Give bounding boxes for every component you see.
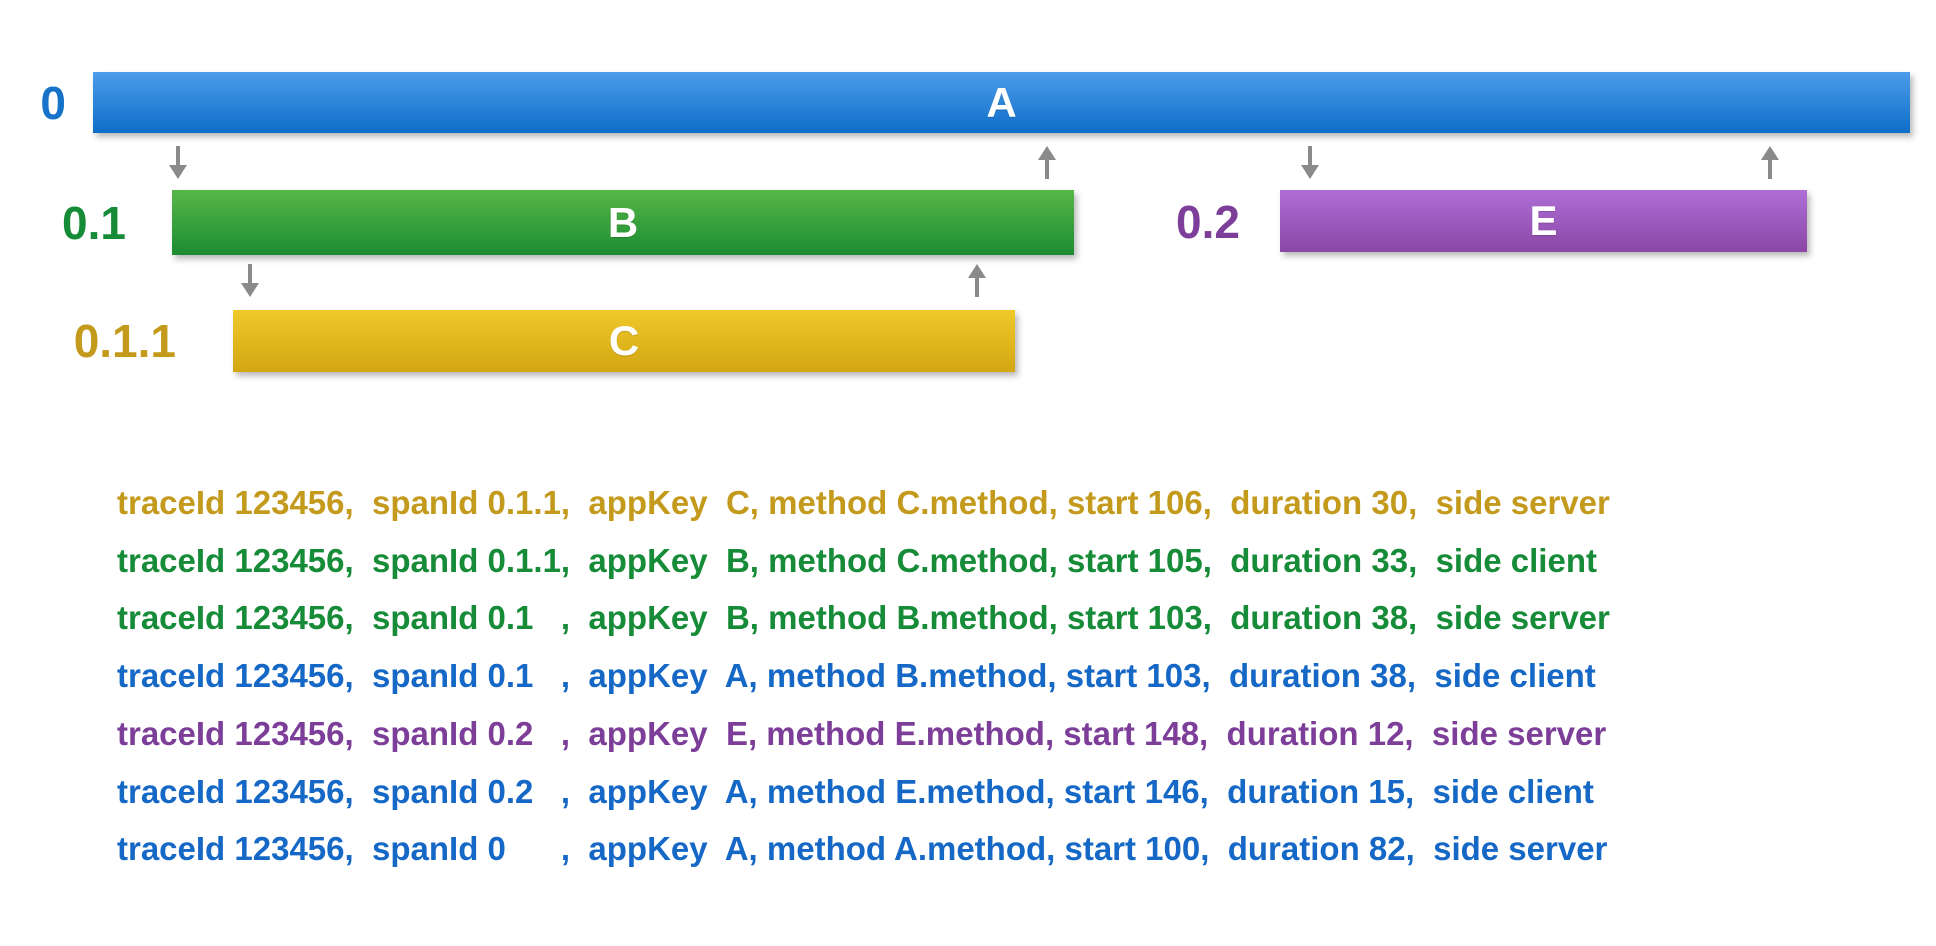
trace-log-line: traceId 123456, spanId 0.1 , appKey A, m… <box>117 657 1596 695</box>
trace-log-line: traceId 123456, spanId 0 , appKey A, met… <box>117 830 1608 868</box>
span-bar-a-label: A <box>986 78 1017 126</box>
span-bar-e-label: E <box>1529 197 1558 244</box>
trace-log-line: traceId 123456, spanId 0.1 , appKey B, m… <box>117 599 1610 637</box>
span-bar-e: E <box>1280 190 1807 252</box>
call-down-arrow-icon <box>241 264 259 297</box>
trace-log-line: traceId 123456, spanId 0.1.1, appKey B, … <box>117 541 1597 579</box>
span-id-label-0: 0 <box>40 76 66 129</box>
return-up-arrow-icon <box>1761 146 1779 179</box>
span-bar-b: B <box>172 190 1074 255</box>
span-bar-a: A <box>93 72 1910 133</box>
call-down-arrow-icon <box>1301 146 1319 179</box>
span-id-label-0-2: 0.2 <box>1176 195 1240 248</box>
span-bar-b-label: B <box>607 198 639 246</box>
span-bar-c: C <box>233 310 1015 372</box>
trace-log-line: traceId 123456, spanId 0.1.1, appKey C, … <box>117 484 1610 521</box>
trace-log-line: traceId 123456, spanId 0.2 , appKey E, m… <box>117 714 1607 752</box>
span-id-label-0-1-1: 0.1.1 <box>73 315 176 367</box>
span-bar-c-label: C <box>608 317 640 364</box>
return-up-arrow-icon <box>1038 146 1056 179</box>
span-id-label-0-1: 0.1 <box>62 196 126 249</box>
trace-log-block: traceId 123456, spanId 0.1.1, appKey C, … <box>117 474 1610 878</box>
return-up-arrow-icon <box>968 264 986 297</box>
trace-log-line: traceId 123456, spanId 0.2 , appKey A, m… <box>117 772 1594 810</box>
call-down-arrow-icon <box>169 146 187 179</box>
